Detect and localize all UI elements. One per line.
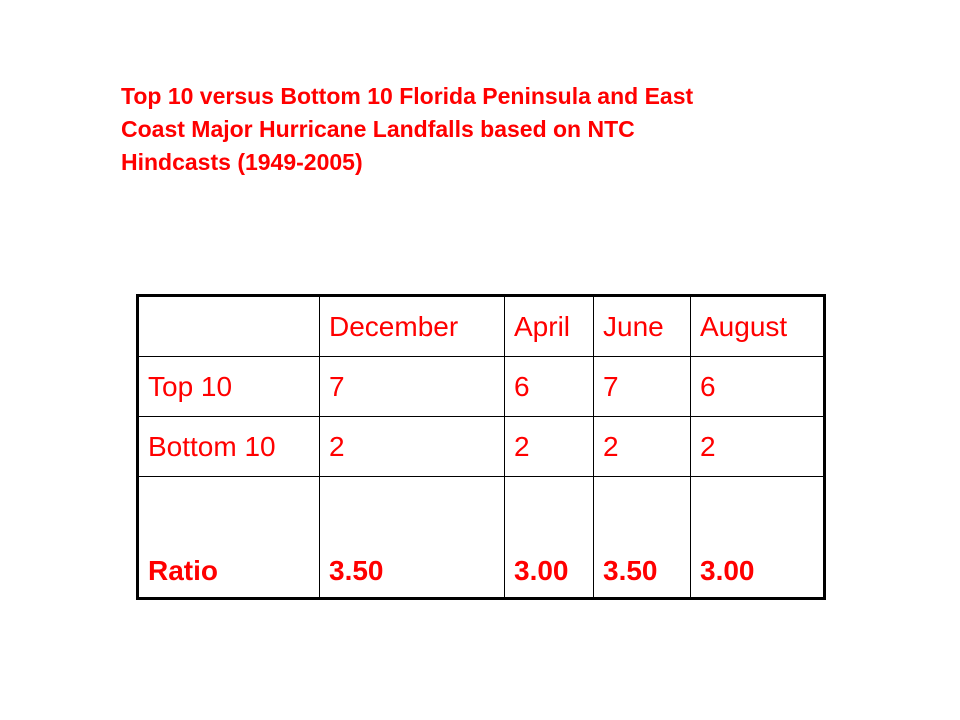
title-line-3: Hindcasts (1949-2005) <box>121 149 363 175</box>
table-row-top-10: Top 10 7 6 7 6 <box>137 356 825 417</box>
header-cell-june: June <box>593 295 691 357</box>
table-row-bottom-10: Bottom 10 2 2 2 2 <box>137 416 825 477</box>
table-header-row: December April June August <box>137 295 825 357</box>
cell-top-10-june: 7 <box>593 356 691 417</box>
cell-ratio-december: 3.50 <box>319 476 505 599</box>
cell-ratio-april: 3.00 <box>504 476 594 599</box>
title-line-1: Top 10 versus Bottom 10 Florida Peninsul… <box>121 83 694 109</box>
slide-title: Top 10 versus Bottom 10 Florida Peninsul… <box>121 80 921 179</box>
header-cell-december: December <box>319 295 505 357</box>
cell-ratio-june: 3.50 <box>593 476 691 599</box>
table-row-ratio: Ratio 3.50 3.00 3.50 3.00 <box>137 476 825 599</box>
cell-top-10-august: 6 <box>690 356 825 417</box>
cell-bottom-10-december: 2 <box>319 416 505 477</box>
cell-top-10-december: 7 <box>319 356 505 417</box>
cell-bottom-10-august: 2 <box>690 416 825 477</box>
title-line-2: Coast Major Hurricane Landfalls based on… <box>121 116 635 142</box>
cell-top-10-april: 6 <box>504 356 594 417</box>
row-label-bottom-10: Bottom 10 <box>137 416 320 477</box>
header-cell-empty <box>137 295 320 357</box>
row-label-top-10: Top 10 <box>137 356 320 417</box>
row-label-ratio: Ratio <box>137 476 320 599</box>
cell-ratio-august: 3.00 <box>690 476 825 599</box>
landfall-ratio-table: December April June August Top 10 7 6 7 … <box>136 294 826 600</box>
header-cell-april: April <box>504 295 594 357</box>
cell-bottom-10-june: 2 <box>593 416 691 477</box>
cell-bottom-10-april: 2 <box>504 416 594 477</box>
header-cell-august: August <box>690 295 825 357</box>
